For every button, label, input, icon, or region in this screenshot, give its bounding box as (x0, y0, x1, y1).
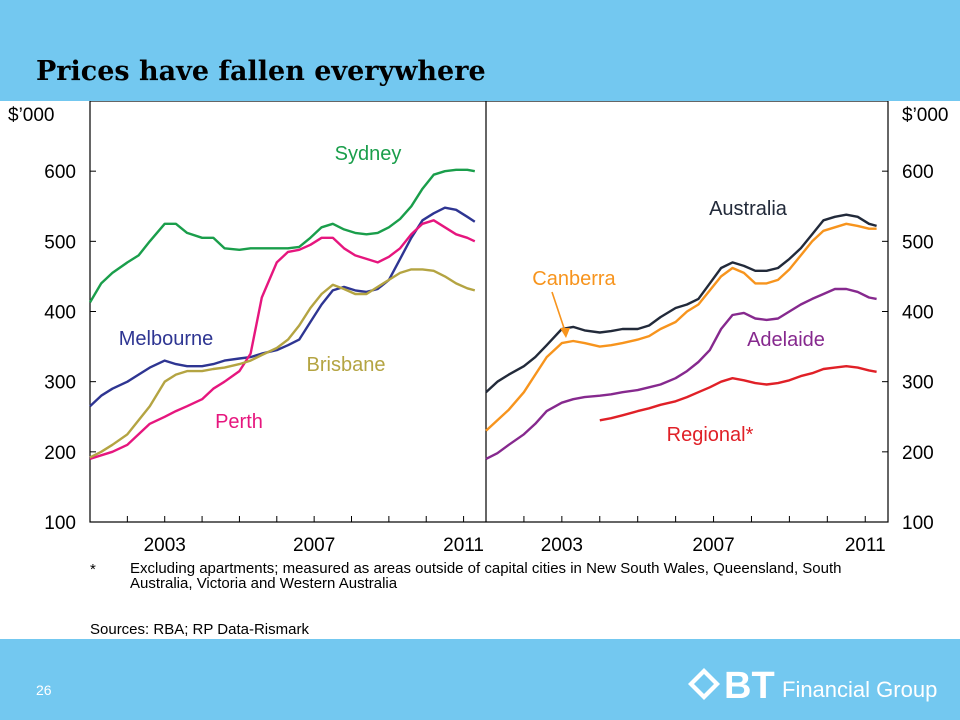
series-label-australia: Australia (709, 198, 788, 220)
series-line-perth (89, 219, 476, 461)
series-line-sydney (88, 168, 476, 304)
y-tick-label: 300 (902, 373, 934, 394)
x-tick-label: 2011 (845, 535, 886, 556)
y-axis-label: $’000 (902, 105, 949, 126)
y-axis-label: $’000 (8, 105, 55, 126)
y-tick-label: 600 (902, 162, 934, 183)
sources-note: Sources: RBA; RP Data-Rismark (90, 621, 309, 638)
x-tick-label: 2003 (144, 535, 186, 556)
chart-frame (89, 101, 889, 523)
y-tick-label: 200 (44, 443, 76, 464)
y-tick-label: 400 (902, 303, 934, 324)
diamond-icon (688, 668, 720, 700)
series-line-brisbane (89, 268, 476, 459)
chart-area: 100 200 300 400 500 600 $’000 2003 2007 2011 Sydne… (8, 101, 949, 556)
series-line-australia (485, 213, 877, 394)
series-label-canberra: Canberra (532, 268, 616, 290)
canberra-pointer (551, 291, 567, 335)
series-label-perth: Perth (215, 411, 263, 433)
y-tick-label: 500 (44, 232, 76, 253)
y-tick-label: 200 (902, 443, 934, 464)
x-tick-label: 2011 (443, 535, 484, 556)
footnote-mark: * (90, 561, 96, 578)
y-tick-label: 400 (44, 303, 76, 324)
y-tick-label: 600 (44, 162, 76, 183)
page-number: 26 (36, 682, 52, 698)
series-line-canberra (485, 222, 877, 432)
series-label-adelaide: Adelaide (747, 329, 825, 351)
x-tick-label: 2003 (541, 535, 583, 556)
header-band (0, 0, 960, 101)
y-tick-label: 300 (44, 373, 76, 394)
logo-mark: BT (724, 665, 775, 707)
x-tick-label: 2007 (692, 535, 734, 556)
footnote-text: Excluding apartments; measured as areas … (130, 560, 842, 592)
series-line-regional (599, 365, 877, 422)
series-label-sydney: Sydney (335, 143, 402, 165)
canberra-pointer-head (560, 328, 570, 338)
series-line-melbourne (89, 206, 476, 408)
y-tick-label: 100 (44, 513, 76, 534)
y-tick-label: 500 (902, 232, 934, 253)
series-label-brisbane: Brisbane (307, 354, 386, 376)
y-tick-label: 100 (902, 513, 934, 534)
bt-financial-group-logo: BT Financial Group (688, 665, 937, 707)
slide-title: Prices have fallen everywhere (36, 56, 486, 87)
x-tick-label: 2007 (293, 535, 335, 556)
series-label-regional: Regional* (667, 424, 754, 446)
footer-band (0, 639, 960, 720)
series-label-melbourne: Melbourne (119, 328, 214, 350)
series-line-adelaide (485, 287, 877, 460)
logo-text: Financial Group (782, 677, 937, 702)
